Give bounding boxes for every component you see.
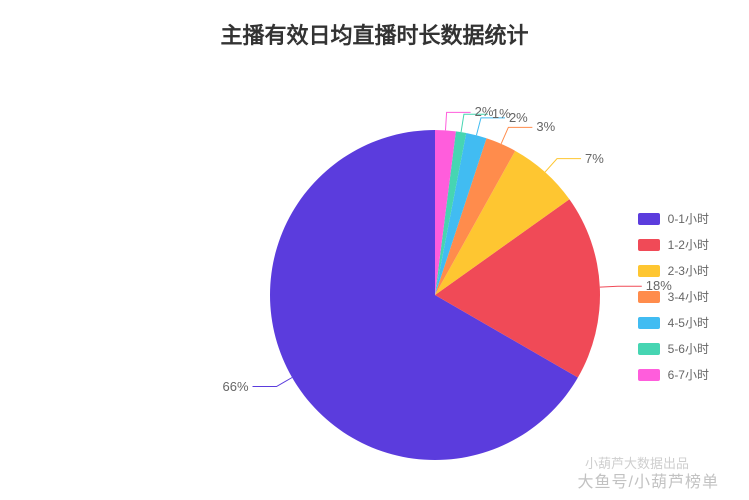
- leader-line: [445, 112, 470, 130]
- watermark-main: 大鱼号/小葫芦榜单: [578, 468, 719, 492]
- leader-line: [545, 159, 581, 172]
- chart-area: 0-1小时 1-2小时 2-3小时 3-4小时 4-5小时 5-6小时 6-7小时 66% 1…: [0, 60, 749, 500]
- legend-item: 4-5小时: [638, 314, 709, 331]
- slice-percent-label: 7%: [585, 151, 604, 166]
- legend-swatch: [638, 213, 660, 225]
- legend-item: 0-1小时: [638, 210, 709, 227]
- slice-percent-label: 66%: [223, 379, 249, 394]
- slice-percent-label: 3%: [536, 119, 555, 134]
- legend-label: 2-3小时: [668, 262, 709, 279]
- legend: 0-1小时 1-2小时 2-3小时 3-4小时 4-5小时 5-6小时 6-7小时: [638, 210, 709, 383]
- slice-percent-label: 1%: [492, 106, 511, 121]
- legend-label: 6-7小时: [668, 366, 709, 383]
- legend-item: 6-7小时: [638, 366, 709, 383]
- legend-item: 1-2小时: [638, 236, 709, 253]
- legend-swatch: [638, 265, 660, 277]
- legend-swatch: [638, 317, 660, 329]
- legend-label: 3-4小时: [668, 288, 709, 305]
- slice-percent-label: 18%: [646, 278, 672, 293]
- leader-line: [501, 127, 532, 143]
- slice-percent-label: 2%: [509, 110, 528, 125]
- legend-item: 5-6小时: [638, 340, 709, 357]
- legend-label: 4-5小时: [668, 314, 709, 331]
- legend-swatch: [638, 343, 660, 355]
- chart-title: 主播有效日均直播时长数据统计: [0, 0, 749, 50]
- slice-percent-label: 2%: [475, 104, 494, 119]
- leader-line: [600, 286, 642, 287]
- legend-label: 5-6小时: [668, 340, 709, 357]
- legend-label: 1-2小时: [668, 236, 709, 253]
- legend-swatch: [638, 239, 660, 251]
- leader-line: [253, 378, 293, 387]
- legend-item: 2-3小时: [638, 262, 709, 279]
- legend-label: 0-1小时: [668, 210, 709, 227]
- legend-swatch: [638, 369, 660, 381]
